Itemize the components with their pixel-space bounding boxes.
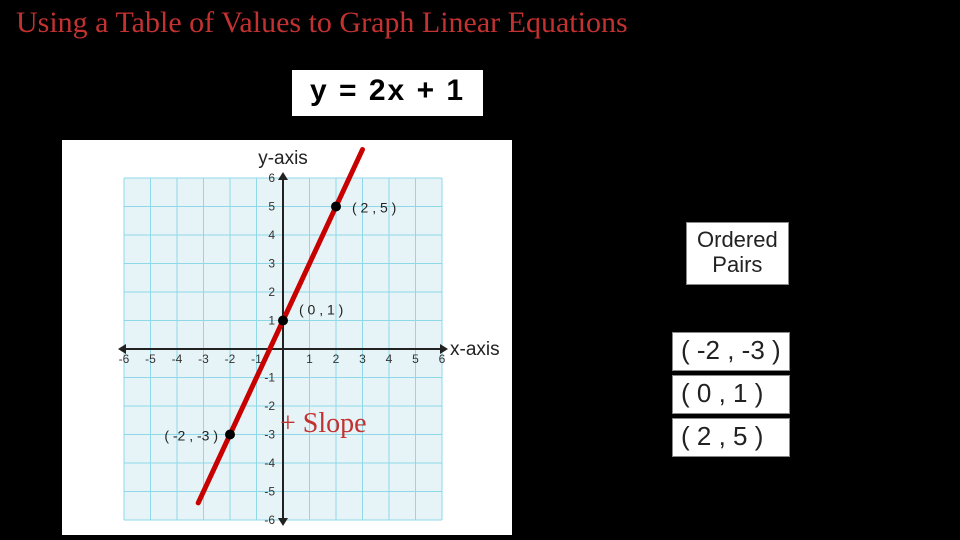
svg-text:1: 1	[268, 314, 275, 328]
svg-text:-4: -4	[264, 456, 275, 470]
svg-text:5: 5	[268, 200, 275, 214]
ordered-pairs-header-l2: Pairs	[697, 252, 778, 277]
svg-text:-3: -3	[264, 428, 275, 442]
coordinate-graph: -6-5-4-3-2-1123456-6-5-4-3-2-1123456y-ax…	[62, 140, 512, 540]
slope-annotation: + Slope	[280, 408, 367, 440]
svg-text:2: 2	[268, 285, 275, 299]
svg-text:3: 3	[268, 257, 275, 271]
svg-text:1: 1	[306, 352, 313, 366]
svg-text:-3: -3	[198, 352, 209, 366]
ordered-pair: ( 2 , 5 )	[672, 418, 790, 457]
equation-box: y = 2x + 1	[292, 70, 483, 116]
svg-text:-1: -1	[264, 371, 275, 385]
ordered-pair: ( 0 , 1 )	[672, 375, 790, 414]
svg-text:4: 4	[268, 228, 275, 242]
svg-text:2: 2	[333, 352, 340, 366]
svg-text:5: 5	[412, 352, 419, 366]
svg-text:6: 6	[268, 171, 275, 185]
svg-text:-2: -2	[225, 352, 236, 366]
ordered-pairs-header: Ordered Pairs	[686, 222, 789, 285]
svg-text:-2: -2	[264, 399, 275, 413]
svg-text:-4: -4	[172, 352, 183, 366]
svg-text:-6: -6	[119, 352, 130, 366]
svg-text:-6: -6	[264, 513, 275, 527]
page-title: Using a Table of Values to Graph Linear …	[16, 6, 628, 40]
graph-svg: -6-5-4-3-2-1123456-6-5-4-3-2-1123456y-ax…	[62, 140, 512, 535]
svg-text:4: 4	[386, 352, 393, 366]
svg-text:x-axis: x-axis	[450, 339, 500, 360]
svg-text:( -2 , -3 ): ( -2 , -3 )	[164, 428, 218, 444]
ordered-pair: ( -2 , -3 )	[672, 332, 790, 371]
svg-text:( 2 , 5 ): ( 2 , 5 )	[352, 200, 396, 216]
ordered-pairs-list: ( -2 , -3 ) ( 0 , 1 ) ( 2 , 5 )	[672, 332, 790, 461]
svg-text:y-axis: y-axis	[258, 148, 308, 169]
ordered-pairs-header-l1: Ordered	[697, 227, 778, 252]
svg-text:3: 3	[359, 352, 366, 366]
svg-text:-5: -5	[145, 352, 156, 366]
svg-text:( 0 , 1 ): ( 0 , 1 )	[299, 302, 343, 318]
svg-text:-5: -5	[264, 485, 275, 499]
svg-text:6: 6	[439, 352, 446, 366]
